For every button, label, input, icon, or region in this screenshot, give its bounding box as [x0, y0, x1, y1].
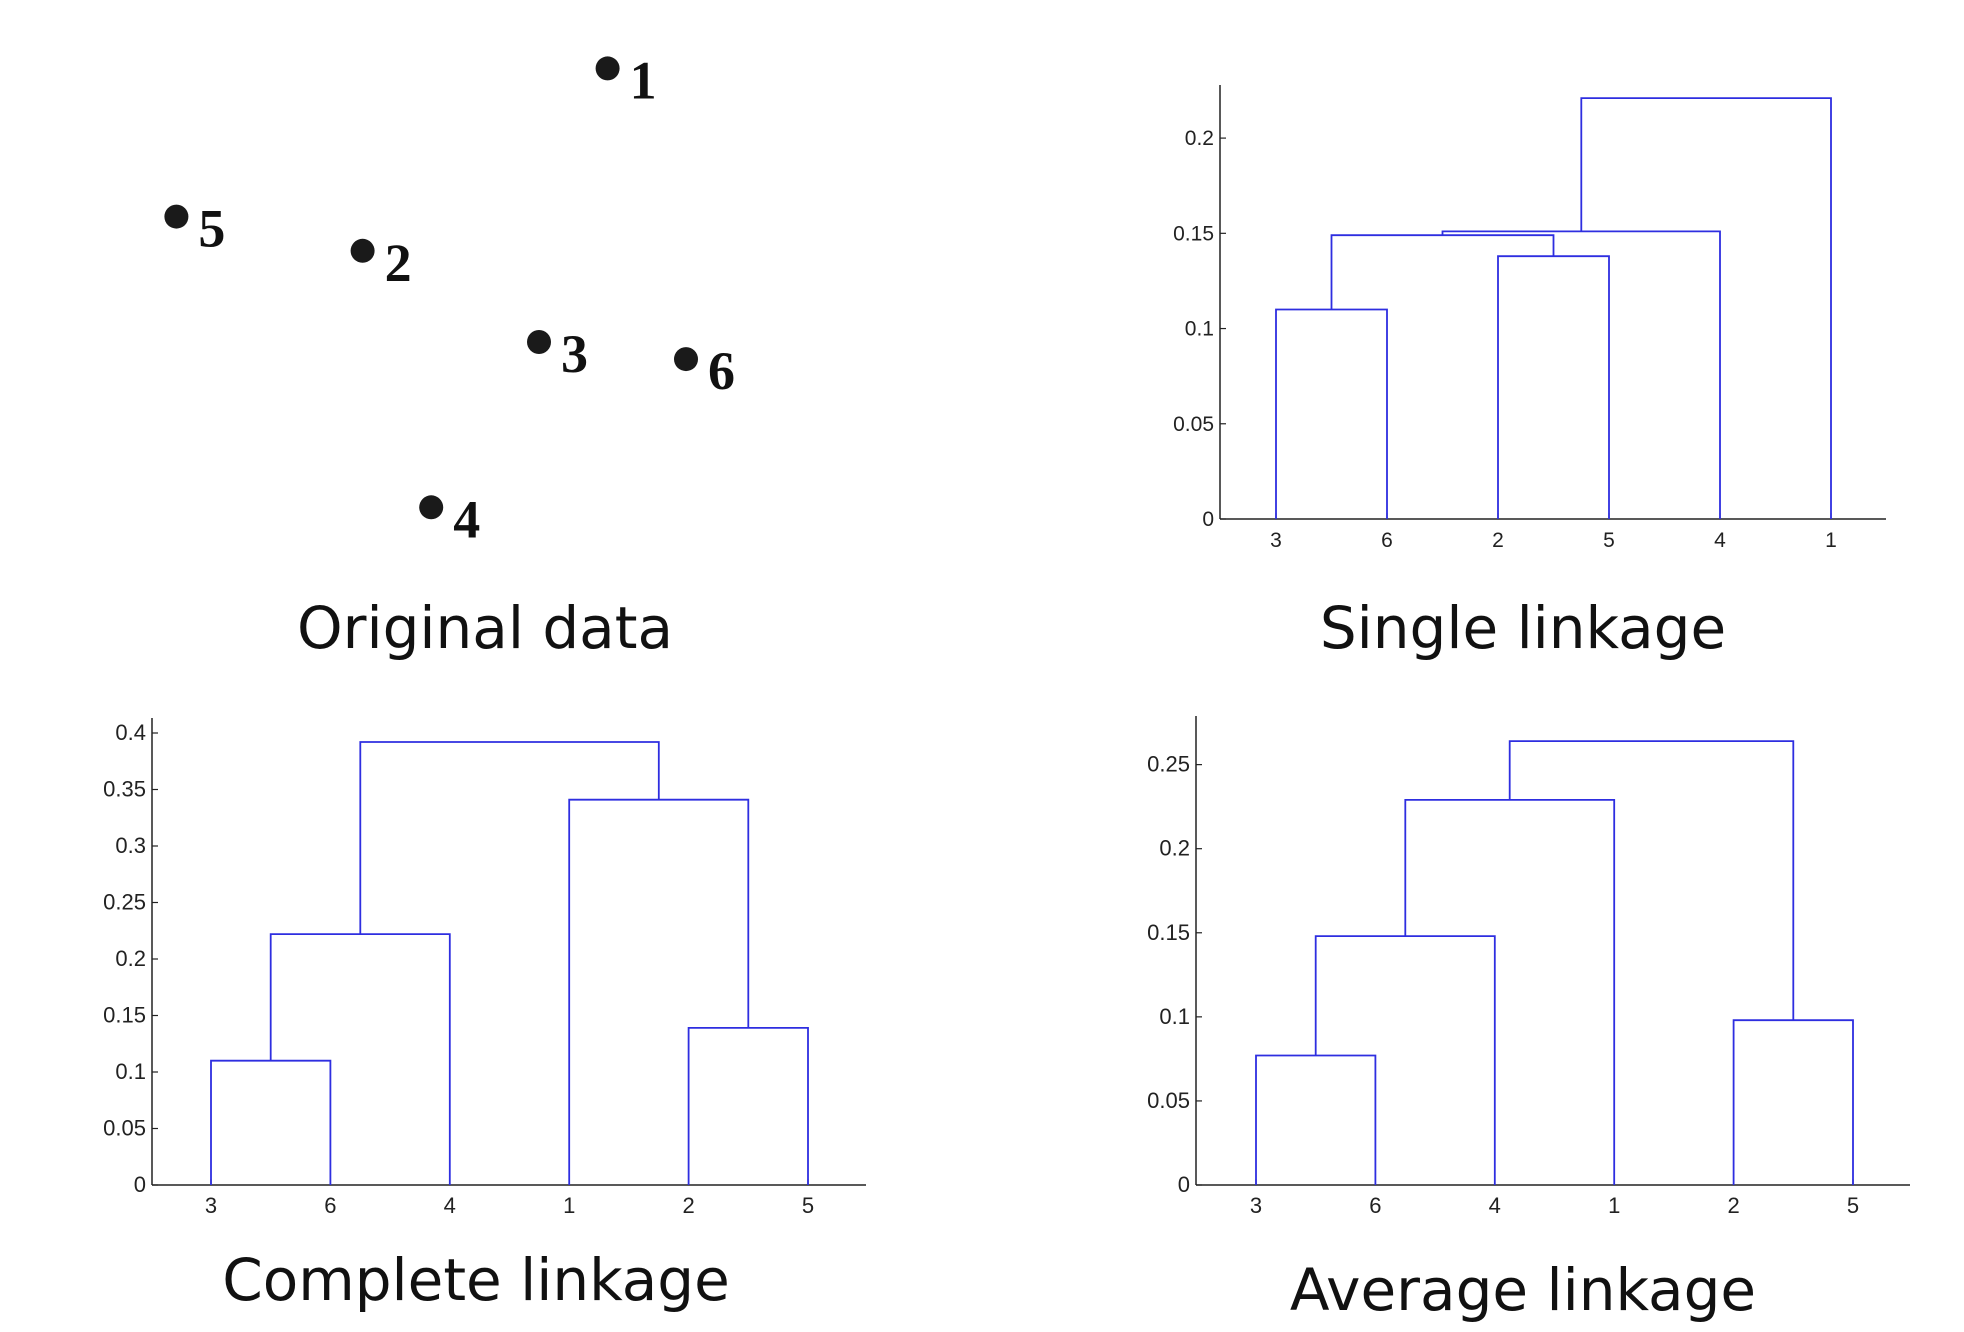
point-4	[419, 495, 444, 520]
y-tick-label: 0.4	[115, 720, 146, 745]
point-5	[164, 204, 189, 229]
merge-link-2	[269, 933, 451, 1185]
point-2	[350, 238, 375, 263]
merge-link-0	[210, 1059, 332, 1185]
single-linkage-title: Single linkage	[1320, 594, 1726, 662]
leaf-label-6: 6	[1369, 1193, 1381, 1218]
point-1	[595, 56, 620, 81]
leaf-label-6: 6	[1381, 529, 1393, 552]
point-label-5: 5	[198, 199, 225, 259]
original-data-title: Original data	[297, 594, 673, 662]
leaf-label-4: 4	[1489, 1193, 1501, 1218]
leaf-label-2: 2	[1727, 1193, 1739, 1218]
y-tick-label: 0.05	[1173, 413, 1214, 436]
y-tick-label: 0.15	[1147, 920, 1190, 945]
y-tick-label: 0.05	[103, 1116, 146, 1141]
point-label-1: 1	[630, 50, 657, 110]
leaf-label-2: 2	[1492, 529, 1504, 552]
average-linkage-panel: 0 0.05 0.1 0.15 0.2 0.25 3 6 4 1 2 5 Average linkag…	[1147, 716, 1910, 1324]
leaf-label-5: 5	[1603, 529, 1615, 552]
y-tick-label: 0	[1202, 508, 1214, 531]
y-tick-label: 0	[1178, 1172, 1190, 1197]
leaf-label-5: 5	[802, 1193, 814, 1218]
point-label-6: 6	[708, 341, 735, 401]
y-tick-label: 0.1	[1159, 1004, 1190, 1029]
merge-link-3	[1441, 230, 1721, 519]
point-6	[674, 347, 698, 372]
y-tick-label: 0.1	[1185, 318, 1214, 341]
merge-link-2	[1330, 234, 1555, 310]
y-tick-label: 0.15	[1173, 222, 1214, 245]
original-data-panel: 1 5 2 3 6 4 Original data	[164, 50, 735, 662]
y-tick-label: 0.05	[1147, 1088, 1190, 1113]
complete-linkage-dendrogram: 0 0.05 0.1 0.15 0.2 0.25 0.3 0.35 0.4 3 6 4 1 2 5	[103, 718, 866, 1218]
merge-link-4	[359, 741, 660, 935]
merge-link-0	[1275, 308, 1388, 519]
y-tick-label: 0.2	[115, 946, 146, 971]
point-label-4: 4	[453, 489, 480, 549]
leaf-label-1: 1	[1608, 1193, 1620, 1218]
merge-link-3	[568, 798, 750, 1185]
scatter-points: 1 5 2 3 6 4	[164, 50, 735, 549]
average-linkage-dendrogram: 0 0.05 0.1 0.15 0.2 0.25 3 6 4 1 2 5	[1147, 716, 1910, 1218]
y-tick-label: 0.2	[1159, 836, 1190, 861]
single-linkage-dendrogram: 0 0.05 0.1 0.15 0.2 3 6 2 5 4 1	[1173, 85, 1886, 552]
y-tick-label: 0	[134, 1172, 146, 1197]
merge-link-4	[1580, 97, 1832, 519]
y-tick-label: 0.25	[1147, 752, 1190, 777]
merge-link-3	[1404, 799, 1616, 1185]
merge-link-1	[1732, 1019, 1854, 1185]
leaf-label-3: 3	[1270, 529, 1282, 552]
y-tick-label: 0.25	[103, 890, 146, 915]
single-linkage-panel: 0 0.05 0.1 0.15 0.2 3 6 2 5 4 1 Single linkage	[1173, 85, 1886, 662]
leaf-label-4: 4	[1714, 529, 1726, 552]
complete-linkage-panel: 0 0.05 0.1 0.15 0.2 0.25 0.3 0.35 0.4 3 6 4 1 2 5 Comp…	[103, 718, 866, 1314]
merge-link-2	[1314, 935, 1496, 1185]
y-tick-label: 0.15	[103, 1003, 146, 1028]
y-tick-label: 0.2	[1185, 127, 1214, 150]
leaf-label-2: 2	[682, 1193, 694, 1218]
y-tick-label: 0.35	[103, 777, 146, 802]
leaf-label-1: 1	[563, 1193, 575, 1218]
leaf-label-4: 4	[444, 1193, 456, 1218]
y-tick-label: 0.1	[115, 1059, 146, 1084]
merge-link-0	[1255, 1054, 1377, 1185]
leaf-label-6: 6	[324, 1193, 336, 1218]
point-3	[527, 330, 551, 354]
merge-link-1	[687, 1027, 809, 1185]
leaf-label-5: 5	[1847, 1193, 1859, 1218]
point-label-3: 3	[561, 324, 588, 384]
average-linkage-title: Average linkage	[1290, 1256, 1756, 1324]
leaf-label-1: 1	[1825, 529, 1837, 552]
merge-link-4	[1508, 740, 1795, 1021]
leaf-label-3: 3	[205, 1193, 217, 1218]
point-label-2: 2	[385, 233, 412, 293]
y-tick-label: 0.3	[115, 833, 146, 858]
merge-link-1	[1497, 255, 1610, 519]
complete-linkage-title: Complete linkage	[222, 1246, 730, 1314]
leaf-label-3: 3	[1250, 1193, 1262, 1218]
